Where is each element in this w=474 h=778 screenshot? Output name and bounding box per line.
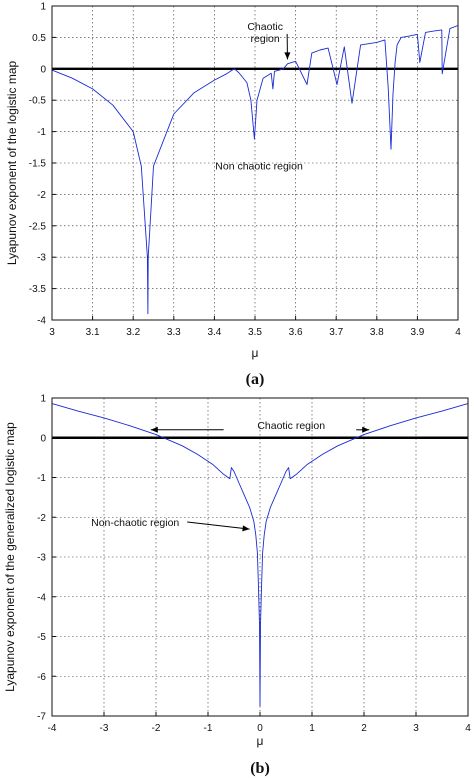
x-tick-label-b: -2: [152, 723, 161, 734]
x-tick-label-a: 4: [455, 327, 461, 338]
y-tick-label-a: 1: [40, 2, 46, 13]
y-tick-label-a: 0.5: [32, 33, 46, 44]
plot-frame-a: [51, 5, 459, 321]
annotation-label-a: Chaotic region: [247, 21, 283, 45]
panel-caption-b: (b): [250, 760, 270, 777]
x-tick-label-a: 3.3: [167, 327, 181, 338]
annotation-arrowhead-b: [362, 426, 370, 433]
x-axis-label-b: μ: [257, 734, 264, 748]
x-tick-label-a: 3.8: [370, 327, 384, 338]
y-tick-label-a: -4: [37, 316, 46, 327]
y-tick-label-b: -6: [37, 672, 46, 683]
y-axis-label-b: Lyapunov exponent of the generalized log…: [3, 422, 17, 692]
x-tick-label-b: 3: [413, 723, 419, 734]
x-tick-label-b: -1: [204, 723, 213, 734]
y-tick-label-b: -2: [37, 513, 46, 524]
x-axis-label-a: μ: [252, 346, 259, 360]
x-tick-label-a: 3.5: [248, 327, 262, 338]
annotation-arrow-b: [187, 521, 250, 530]
y-tick-label-b: -7: [37, 712, 46, 723]
y-axis-label-a: Lyapunov exponent of the logistic map: [5, 60, 19, 265]
y-tick-label-b: -4: [37, 592, 46, 603]
y-tick-label-b: -1: [37, 473, 46, 484]
x-tick-label-b: 4: [465, 723, 471, 734]
y-tick-label-b: 1: [40, 394, 46, 405]
x-tick-label-b: 0: [257, 723, 263, 734]
panel-a-chart: 3 3.1 3.2 3.3 3.4 3.5 3.6 3.7 3.8 3.9 4 1 0.5 0 -0.5 -1…: [5, 2, 461, 389]
x-tick-label-a: 3.9: [410, 327, 424, 338]
y-tick-label-b: -3: [37, 553, 46, 564]
annotation-label-b: Chaotic region: [257, 420, 325, 432]
x-tick-label-a: 3.4: [207, 327, 221, 338]
annotation-label-a: Non chaotic region: [215, 160, 303, 172]
y-tick-label-a: 0: [40, 64, 46, 75]
x-tick-label-a: 3.1: [86, 327, 100, 338]
annotation-arrowhead-b: [242, 525, 250, 532]
annotation-arrowhead-a: [284, 52, 291, 60]
x-tick-label-a: 3.2: [126, 327, 140, 338]
x-tick-label-b: 1: [309, 723, 315, 734]
y-tick-label-a: -1.5: [29, 159, 47, 170]
y-tick-label-a: -2: [37, 190, 46, 201]
annotation-label-b: Non-chaotic region: [91, 517, 179, 529]
x-tick-label-b: -4: [48, 723, 57, 734]
series-line-a: [51, 25, 459, 315]
annotation-arrowhead-b: [150, 426, 158, 433]
y-tick-label-a: -3: [37, 253, 46, 264]
y-tick-label-a: -3.5: [29, 284, 47, 295]
x-tick-label-a: 3.6: [289, 327, 303, 338]
y-tick-label-a: -2.5: [29, 221, 47, 232]
y-tick-label-a: -0.5: [29, 96, 47, 107]
series-line-b: [51, 403, 469, 707]
y-tick-label-a: -1: [37, 127, 46, 138]
y-tick-label-b: -5: [37, 632, 46, 643]
panel-caption-a: (a): [246, 371, 265, 388]
x-tick-label-b: 2: [361, 723, 367, 734]
panel-b-chart: -4 -3 -2 -1 0 1 2 3 4 1 0 -1 -2 -3 -4 -5 -6 -7 Chaotic re…: [3, 394, 471, 778]
x-tick-label-a: 3.7: [329, 327, 343, 338]
x-tick-label-a: 3: [49, 327, 55, 338]
y-tick-label-b: 0: [40, 433, 46, 444]
x-tick-label-b: -3: [100, 723, 109, 734]
plot-frame-b: [51, 397, 469, 717]
